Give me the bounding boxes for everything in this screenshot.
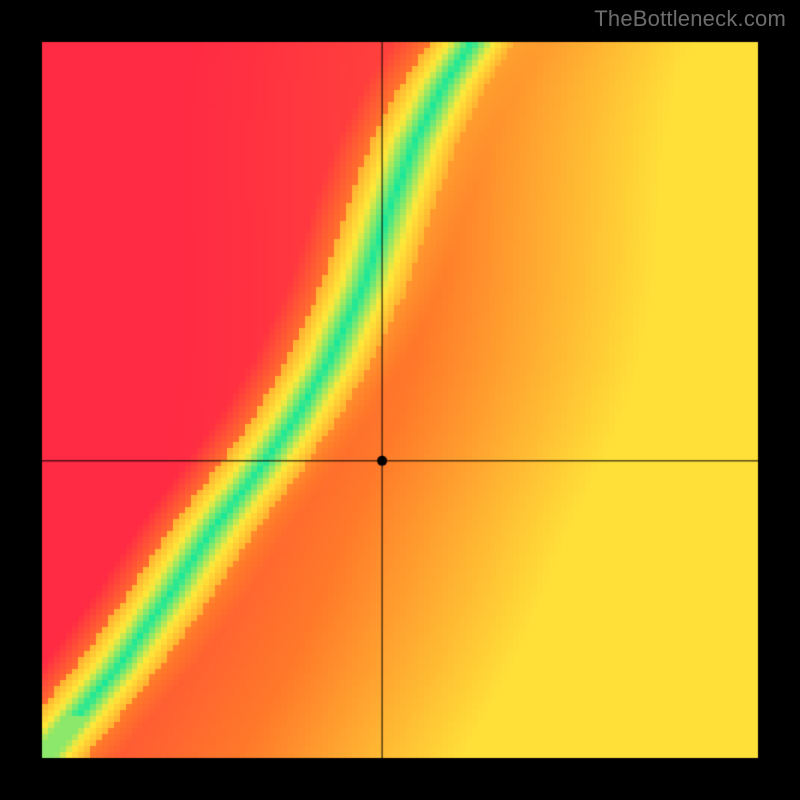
bottleneck-heatmap [0,0,800,800]
watermark-text: TheBottleneck.com [594,6,786,32]
chart-container: TheBottleneck.com [0,0,800,800]
